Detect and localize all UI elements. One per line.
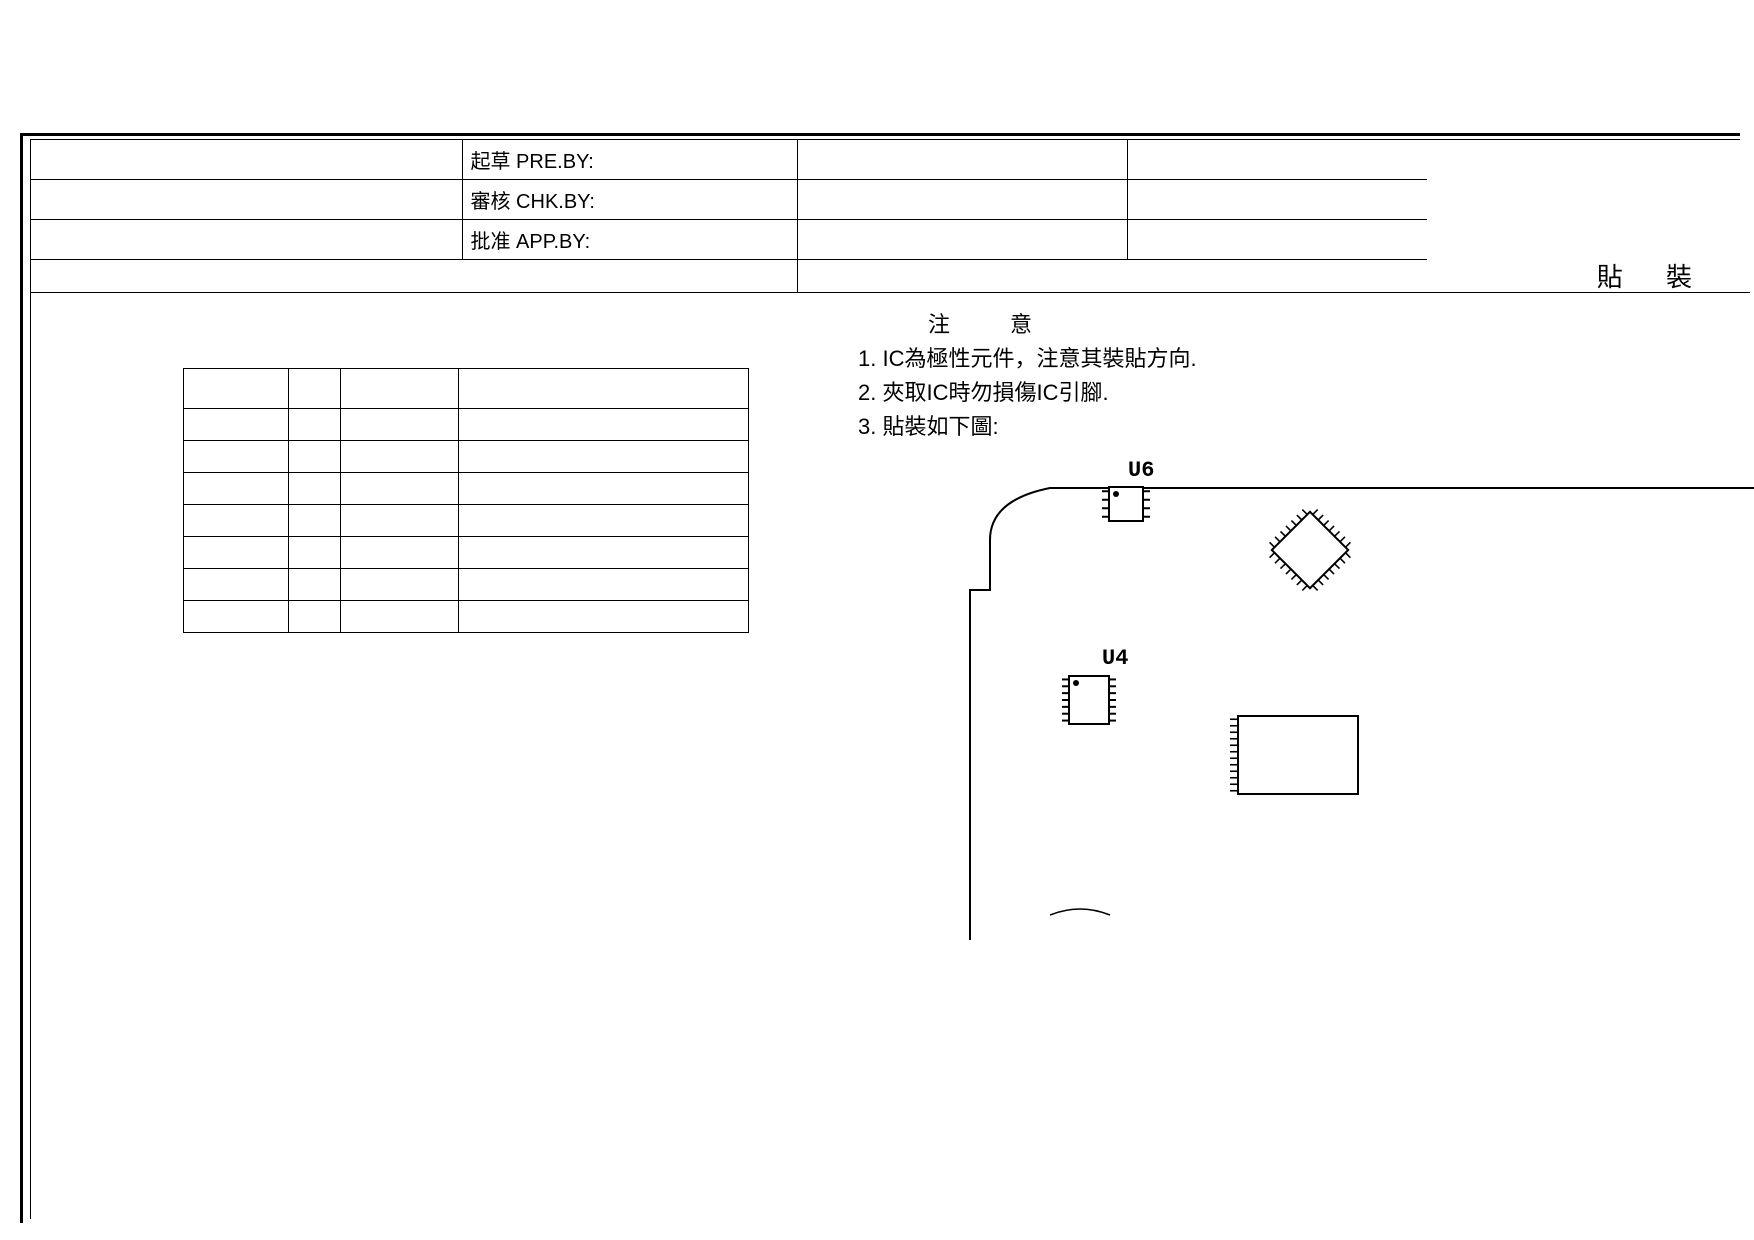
table-row — [184, 505, 749, 537]
notes-heading: 注意 — [858, 308, 1197, 342]
approval-cell — [797, 140, 1127, 180]
table-row — [184, 473, 749, 505]
header-row-2: 貼 裝 — [30, 253, 1750, 293]
pcb-layout: U6 U4 — [960, 450, 1754, 1230]
approval-cell — [797, 180, 1127, 220]
table-row — [184, 601, 749, 633]
table-row: 審核 CHK.BY: — [30, 180, 1427, 220]
ic-u4-soic14-icon — [1060, 672, 1130, 742]
ic-qfp-rot45-icon — [1240, 480, 1380, 620]
table-row — [184, 537, 749, 569]
approval-cell — [1127, 180, 1427, 220]
approval-preby-label: 起草 PRE.BY: — [462, 140, 797, 180]
approval-table: 起草 PRE.BY: 審核 CHK.BY: 批准 APP.BY: — [30, 139, 1427, 260]
table-row — [184, 409, 749, 441]
notes-block: 注意 1. IC為極性元件，注意其裝貼方向. 2. 夾取IC時勿損傷IC引腳. … — [858, 308, 1197, 444]
table-row: 起草 PRE.BY: — [30, 140, 1427, 180]
approval-cell — [30, 180, 462, 220]
revision-table — [183, 368, 749, 633]
ic-label-u4: U4 — [1102, 646, 1128, 671]
vertical-divider — [797, 253, 798, 293]
ic-large-half-icon — [1228, 712, 1388, 822]
approval-cell — [30, 140, 462, 180]
notes-item: 2. 夾取IC時勿損傷IC引腳. — [858, 376, 1197, 410]
table-row — [184, 569, 749, 601]
ic-u6-soic8-icon — [1100, 483, 1160, 533]
approval-chkby-label: 審核 CHK.BY: — [462, 180, 797, 220]
table-row — [184, 441, 749, 473]
notes-item: 1. IC為極性元件，注意其裝貼方向. — [858, 342, 1197, 376]
notes-item: 3. 貼裝如下圖: — [858, 410, 1197, 444]
ic-label-u6: U6 — [1128, 458, 1154, 483]
assembly-title: 貼 裝 — [1597, 257, 1710, 294]
ruler-arc-icon — [1050, 900, 1130, 920]
approval-cell — [1127, 140, 1427, 180]
table-row — [184, 369, 749, 409]
